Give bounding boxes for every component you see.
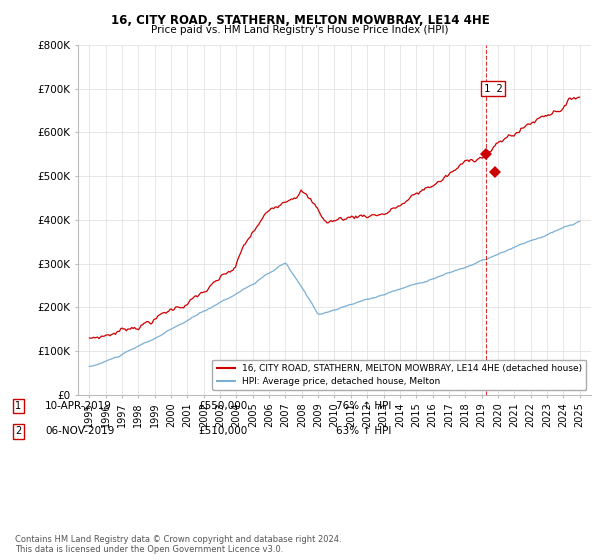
Text: Price paid vs. HM Land Registry's House Price Index (HPI): Price paid vs. HM Land Registry's House …: [151, 25, 449, 35]
Text: 1: 1: [15, 401, 21, 411]
Text: 1 2: 1 2: [484, 83, 503, 94]
Text: 10-APR-2019: 10-APR-2019: [45, 401, 112, 411]
Text: 2: 2: [15, 426, 21, 436]
Legend: 16, CITY ROAD, STATHERN, MELTON MOWBRAY, LE14 4HE (detached house), HPI: Average: 16, CITY ROAD, STATHERN, MELTON MOWBRAY,…: [212, 360, 586, 390]
Text: £550,000: £550,000: [198, 401, 247, 411]
Text: £510,000: £510,000: [198, 426, 247, 436]
Text: Contains HM Land Registry data © Crown copyright and database right 2024.
This d: Contains HM Land Registry data © Crown c…: [15, 535, 341, 554]
Text: 76% ↑ HPI: 76% ↑ HPI: [336, 401, 391, 411]
Text: 63% ↑ HPI: 63% ↑ HPI: [336, 426, 391, 436]
Text: 16, CITY ROAD, STATHERN, MELTON MOWBRAY, LE14 4HE: 16, CITY ROAD, STATHERN, MELTON MOWBRAY,…: [110, 14, 490, 27]
Text: 06-NOV-2019: 06-NOV-2019: [45, 426, 115, 436]
